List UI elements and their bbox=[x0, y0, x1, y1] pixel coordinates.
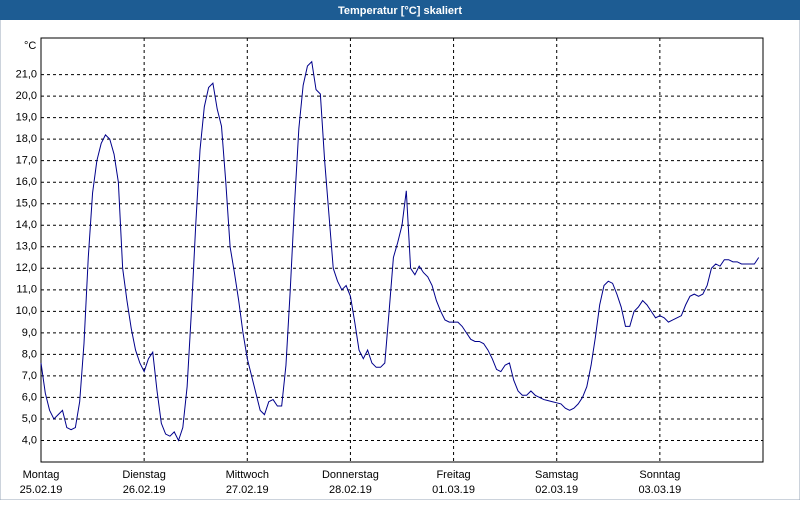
y-tick-label: 10,0 bbox=[16, 305, 37, 317]
x-tick-label: Freitag bbox=[436, 469, 470, 481]
x-tick-date: 26.02.19 bbox=[123, 484, 166, 496]
x-tick-date: 27.02.19 bbox=[226, 484, 269, 496]
x-tick-label: Samstag bbox=[535, 469, 578, 481]
x-tick-label: Sonntag bbox=[639, 469, 680, 481]
y-tick-label: 7,0 bbox=[22, 370, 37, 382]
y-tick-label: 6,0 bbox=[22, 391, 37, 403]
y-tick-label: 11,0 bbox=[16, 284, 37, 296]
plot-frame bbox=[40, 37, 764, 463]
y-tick-label: 13,0 bbox=[16, 241, 37, 253]
title-bar bbox=[0, 0, 800, 20]
y-tick-label: 4,0 bbox=[22, 434, 37, 446]
y-tick-label: 8,0 bbox=[22, 348, 37, 360]
y-unit: °C bbox=[24, 40, 36, 52]
x-tick-date: 28.02.19 bbox=[329, 484, 372, 496]
x-tick-label: Mittwoch bbox=[226, 469, 269, 481]
grid bbox=[40, 37, 764, 463]
y-tick-label: 18,0 bbox=[16, 133, 37, 145]
x-tick-date: 03.03.19 bbox=[638, 484, 681, 496]
y-tick-label: 14,0 bbox=[16, 219, 37, 231]
y-tick-label: 16,0 bbox=[16, 176, 37, 188]
y-tick-label: 19,0 bbox=[16, 112, 37, 124]
x-tick-label: Donnerstag bbox=[322, 469, 379, 481]
temperature-line bbox=[40, 60, 760, 442]
y-tick-label: 17,0 bbox=[16, 155, 37, 167]
plot bbox=[40, 60, 760, 442]
x-tick-date: 02.03.19 bbox=[535, 484, 578, 496]
y-tick-label: 15,0 bbox=[16, 198, 37, 210]
x-tick-date: 25.02.19 bbox=[20, 484, 63, 496]
y-tick-label: 9,0 bbox=[22, 327, 37, 339]
x-tick-label: Dienstag bbox=[122, 469, 165, 481]
x-tick-label: Montag bbox=[23, 469, 60, 481]
x-tick-date: 01.03.19 bbox=[432, 484, 475, 496]
y-tick-label: 5,0 bbox=[22, 413, 37, 425]
y-tick-label: 12,0 bbox=[16, 262, 37, 274]
y-tick-label: 21,0 bbox=[16, 68, 37, 80]
chart-title: Temperatur [°C] skaliert bbox=[338, 5, 462, 17]
y-tick-label: 20,0 bbox=[16, 90, 37, 102]
